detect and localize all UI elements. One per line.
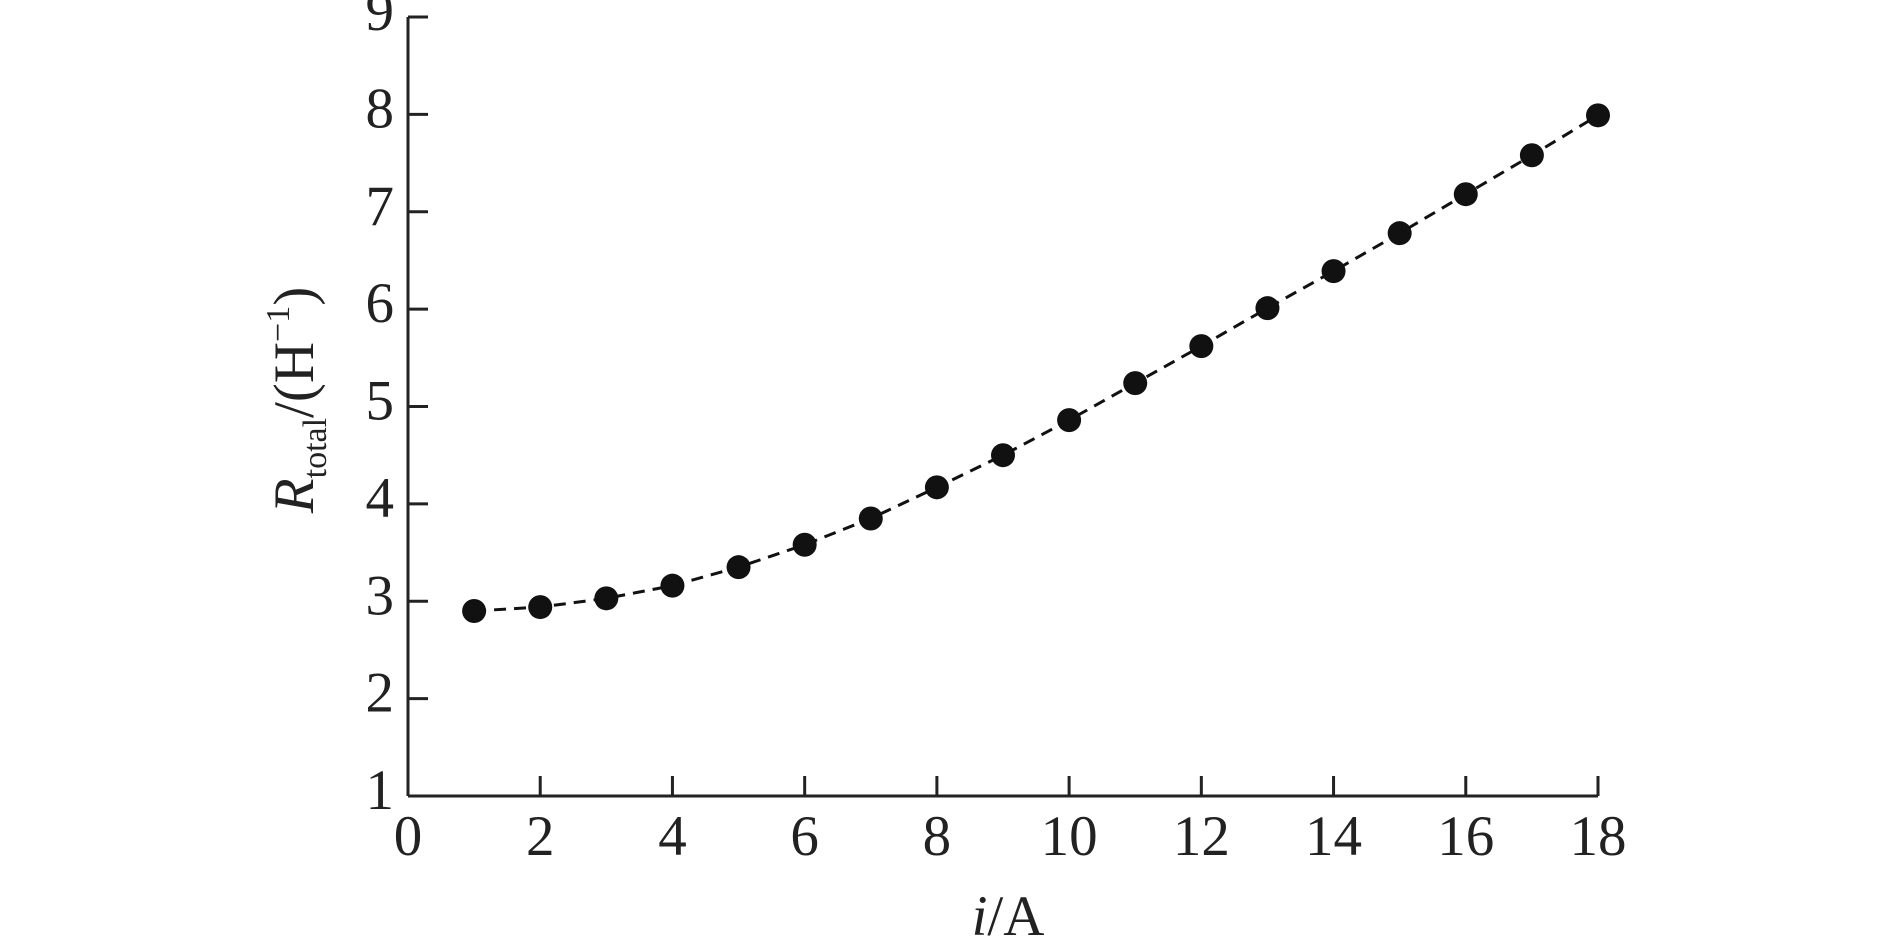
y-tick-label: 4 (366, 467, 395, 530)
y-tick-label: 1 (366, 759, 395, 822)
data-point (991, 443, 1015, 468)
data-point (792, 532, 817, 557)
data-point (1057, 408, 1082, 433)
data-point (1453, 182, 1478, 207)
y-tick-label: 6 (366, 272, 395, 335)
y-label-superscript: −1 (260, 306, 297, 342)
data-point (1387, 221, 1412, 246)
x-tick-label: 18 (1570, 805, 1627, 868)
x-tick-label: 6 (790, 805, 819, 868)
y-axis-label: Rtotal/(H−1) (260, 287, 334, 514)
data-point (1519, 143, 1544, 168)
x-axis-label: i/A (972, 885, 1045, 946)
x-tick-label: 14 (1305, 805, 1362, 868)
data-point (462, 598, 487, 623)
data-point (726, 555, 751, 580)
data-point (1586, 103, 1610, 128)
y-label-symbol: R (263, 478, 326, 514)
x-tick-label: 4 (658, 805, 687, 868)
data-point (594, 586, 619, 611)
x-tick-label: 0 (394, 805, 423, 868)
data-point (1123, 371, 1148, 396)
x-label-symbol: i (972, 885, 988, 946)
y-tick-label: 8 (366, 77, 395, 140)
trend-line (474, 114, 1599, 613)
x-tick-label: 16 (1437, 805, 1494, 868)
data-point (924, 475, 949, 500)
data-point (1189, 334, 1214, 359)
y-label-subscript: total (297, 418, 334, 478)
data-point (660, 573, 685, 598)
y-tick-label: 7 (366, 175, 395, 238)
y-tick-label: 5 (366, 370, 395, 433)
data-point (1255, 296, 1280, 321)
data-point (1321, 259, 1346, 284)
x-label-unit: /A (987, 885, 1044, 946)
y-tick-label: 9 (366, 0, 395, 43)
x-tick-label: 12 (1173, 805, 1230, 868)
y-tick-label: 3 (366, 564, 395, 627)
y-label-close: ) (263, 287, 326, 306)
y-label-unit: /(H (263, 342, 326, 418)
data-point (858, 506, 883, 531)
x-tick-label: 2 (526, 805, 555, 868)
y-tick-label: 2 (366, 662, 395, 725)
x-tick-label: 10 (1041, 805, 1098, 868)
data-point (528, 595, 553, 620)
x-tick-label: 8 (923, 805, 952, 868)
